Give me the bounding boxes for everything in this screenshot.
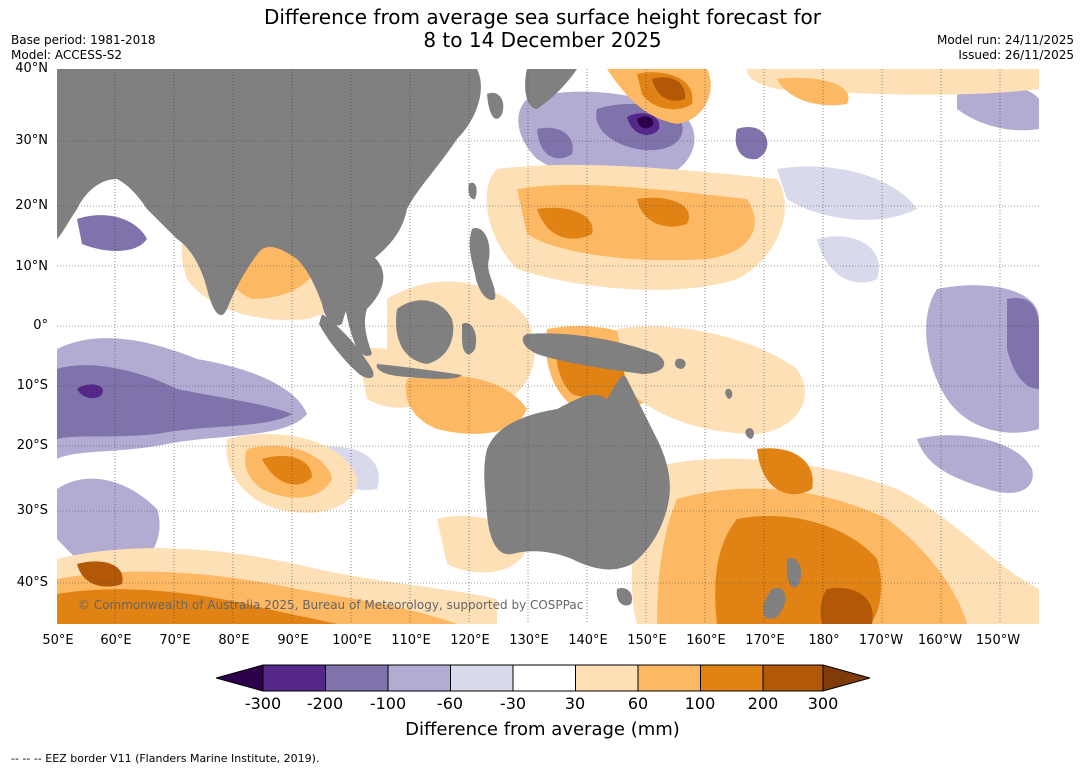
lon-label-100e: 100°E	[332, 633, 372, 648]
legend-tick-100: 100	[684, 694, 716, 713]
lon-label-170w: 170°W	[858, 633, 904, 648]
lat-label-10s: 10°S	[16, 378, 48, 393]
legend-swatch-8	[700, 665, 763, 691]
legend-tick-300: 300	[807, 694, 839, 713]
lon-label-150e: 150°E	[627, 633, 667, 648]
lon-label-110e: 110°E	[391, 633, 431, 648]
base-period: Base period: 1981-2018	[11, 33, 156, 47]
lon-label-120e: 120°E	[450, 633, 490, 648]
lat-label-20s: 20°S	[16, 438, 48, 453]
model-run: Model run: 24/11/2025	[936, 33, 1074, 47]
lat-label-10n: 10°N	[15, 259, 48, 274]
legend-swatch-0	[216, 665, 263, 691]
copyright-notice: © Commonwealth of Australia 2025, Bureau…	[78, 598, 584, 612]
legend-title: Difference from average (mm)	[405, 719, 680, 740]
legend-tick-neg200: -200	[306, 694, 344, 713]
lat-label-40s: 40°S	[16, 575, 48, 590]
legend-swatch-2	[325, 665, 388, 691]
lon-label-80e: 80°E	[218, 633, 250, 648]
chart-title-line2: 8 to 14 December 2025	[423, 28, 662, 52]
legend-swatch-9	[763, 665, 823, 691]
lon-label-180: 180°	[808, 633, 840, 648]
legend-colorbar	[216, 664, 870, 692]
lat-label-40n: 40°N	[15, 61, 48, 76]
legend-tick-60: 60	[627, 694, 649, 713]
eez-footnote: -- -- -- EEZ border V11 (Flanders Marine…	[11, 752, 320, 765]
graticule	[57, 69, 1039, 624]
legend-tick-neg100: -100	[369, 694, 407, 713]
map-canvas	[57, 69, 1039, 624]
lon-label-140e: 140°E	[568, 633, 608, 648]
lon-label-50e: 50°E	[42, 633, 74, 648]
lon-label-90e: 90°E	[277, 633, 309, 648]
lat-label-20n: 20°N	[15, 198, 48, 213]
lat-label-30s: 30°S	[16, 503, 48, 518]
lon-label-160w: 160°W	[917, 633, 963, 648]
legend-swatch-6	[575, 665, 638, 691]
legend-swatch-7	[638, 665, 701, 691]
lat-label-30n: 30°N	[15, 133, 48, 148]
legend-tick-neg30: -30	[499, 694, 527, 713]
model-name: Model: ACCESS-S2	[11, 48, 123, 62]
legend-tick-neg300: -300	[244, 694, 282, 713]
lon-label-70e: 70°E	[159, 633, 191, 648]
legend-tick-200: 200	[747, 694, 779, 713]
legend-swatch-1	[263, 665, 326, 691]
legend-swatch-10	[823, 665, 870, 691]
legend-swatch-5	[513, 665, 576, 691]
issued-date: Issued: 26/11/2025	[958, 48, 1074, 62]
lon-label-160e: 160°E	[686, 633, 726, 648]
chart-title-line1: Difference from average sea surface heig…	[263, 5, 822, 29]
land	[57, 69, 802, 619]
lon-label-60e: 60°E	[100, 633, 132, 648]
map-panel	[57, 69, 1039, 624]
legend-tick-30: 30	[564, 694, 586, 713]
lon-label-150w: 150°W	[975, 633, 1021, 648]
legend-tick-neg60: -60	[436, 694, 464, 713]
legend-swatch-4	[450, 665, 513, 691]
lat-label-equator: 0°	[33, 318, 48, 333]
lon-label-170e: 170°E	[745, 633, 785, 648]
lon-label-130e: 130°E	[509, 633, 549, 648]
legend-swatch-3	[388, 665, 451, 691]
